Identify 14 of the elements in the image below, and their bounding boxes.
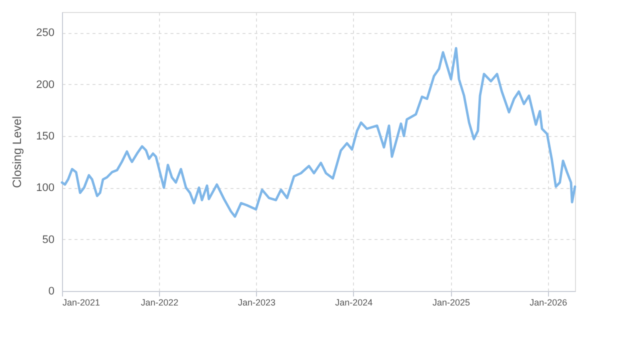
x-tick-label: Jan-2023 — [238, 298, 276, 308]
y-tick-label: 100 — [36, 182, 54, 194]
x-tick-label: Jan-2024 — [335, 298, 373, 308]
line-series — [60, 46, 576, 218]
x-tick-label: Jan-2026 — [530, 298, 568, 308]
x-tick-label: Jan-2025 — [432, 298, 470, 308]
y-tick-label: 200 — [36, 78, 54, 91]
x-tick-label: Jan-2022 — [140, 298, 178, 308]
y-tick-label: 50 — [42, 234, 54, 246]
y-tick-label: 150 — [36, 130, 54, 142]
y-axis-title: Closing Level — [10, 116, 24, 188]
y-tick-label: 0 — [48, 286, 54, 298]
x-tick-label: Jan-2021 — [62, 298, 100, 308]
y-tick-label: 250 — [36, 27, 54, 40]
